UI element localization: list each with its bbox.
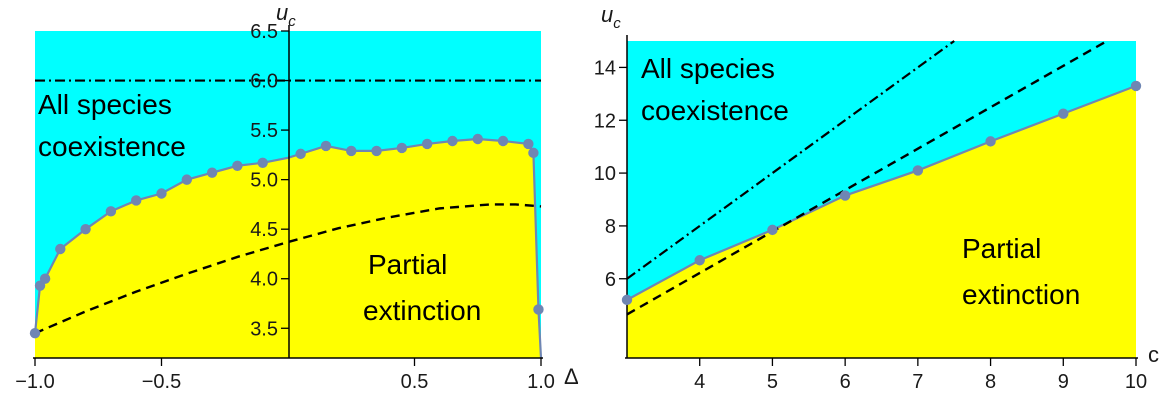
right-x-tick-label: 8	[985, 371, 996, 393]
left-data-point	[156, 188, 167, 199]
right-dashed-curve	[626, 39, 1108, 316]
left-data-point	[533, 304, 544, 315]
left-data-point	[320, 140, 332, 152]
right-data-point	[985, 136, 996, 147]
right-x-tick-label: 6	[840, 371, 851, 393]
left-data-point	[80, 223, 91, 235]
left-extinction-label-line2: extinction	[363, 295, 481, 326]
left-data-point	[232, 160, 243, 171]
left-x-tick-label: 1.0	[527, 371, 555, 393]
right-data-point	[694, 255, 705, 266]
left-data-point	[472, 133, 483, 145]
left-y-tick-label: 3.5	[250, 318, 278, 340]
left-data-point	[39, 273, 51, 284]
left-data-point	[131, 195, 142, 206]
left-y-tick-label: 5.0	[250, 170, 278, 192]
left-x-tick-label: 0.5	[401, 371, 429, 393]
right-data-point	[912, 165, 924, 176]
right-coexistence-label-line2: coexistence	[641, 95, 789, 126]
right-x-tick-label: 10	[1125, 371, 1147, 393]
right-y-tick-label: 12	[594, 110, 616, 132]
right-extinction-region	[627, 85, 1136, 359]
right-data-point	[621, 294, 633, 306]
right-x-axis-label: c	[1148, 342, 1159, 367]
right-x-tick-label: 9	[1058, 371, 1069, 393]
right-x-tick-label: 4	[694, 371, 705, 393]
left-data-point	[371, 145, 382, 157]
left-data-point	[29, 328, 41, 339]
right-extinction-label-line2: extinction	[962, 279, 1080, 310]
right-extinction-label-line1: Partial	[962, 233, 1041, 264]
right-data-point	[1058, 108, 1069, 119]
right-x-tick-label: 5	[767, 371, 778, 393]
left-data-point	[528, 147, 539, 159]
left-y-tick-label: 4.5	[250, 219, 278, 241]
left-data-point	[396, 142, 408, 154]
left-data-point	[105, 206, 117, 217]
left-data-point	[497, 135, 509, 147]
right-dashdot-line	[626, 40, 955, 280]
right-panel: 4 5 6 7 8 9 10 6 8 10 12 14 All species coexistence…	[594, 2, 1159, 393]
right-data-point	[767, 224, 778, 236]
left-data-point	[447, 135, 458, 147]
left-y-axis-label: uc	[276, 0, 296, 30]
left-x-tick-label: −0.5	[142, 371, 181, 393]
right-y-tick-label: 6	[605, 269, 616, 291]
left-data-point	[206, 167, 218, 178]
left-data-point	[523, 138, 534, 150]
right-threshold-curve	[626, 84, 1137, 301]
left-y-tick-label: 4.0	[250, 269, 278, 291]
right-data-point	[839, 190, 851, 201]
right-data-point	[1130, 80, 1142, 92]
left-extinction-label-line1: Partial	[368, 249, 447, 280]
right-y-tick-label: 8	[605, 216, 616, 238]
right-y-tick-label: 14	[594, 57, 616, 79]
left-y-tick-label: 6.0	[250, 71, 278, 93]
left-data-point	[421, 138, 433, 150]
right-y-axis-label: uc	[601, 2, 621, 32]
left-x-axis-label: Δ	[564, 364, 579, 389]
left-x-tick-label: −1.0	[15, 371, 54, 393]
left-data-point	[181, 174, 192, 185]
left-coexistence-label-line1: All species	[38, 89, 172, 120]
left-coexistence-label-line2: coexistence	[38, 131, 186, 162]
left-data-point	[295, 148, 306, 160]
right-y-tick-label: 10	[594, 163, 616, 185]
left-y-tick-label: 5.5	[250, 120, 278, 142]
right-x-tick-label: 7	[912, 371, 923, 393]
left-data-point	[55, 243, 66, 255]
left-data-point	[257, 157, 268, 168]
left-panel: −1.0 −0.5 0.5 1.0 3.5 4.0 4.5 5.0 5.5 6.0 6.5 All …	[15, 0, 579, 393]
left-y-tick-label: 6.5	[250, 21, 278, 43]
right-coexistence-label-line1: All species	[641, 53, 775, 84]
left-data-point	[346, 145, 357, 157]
